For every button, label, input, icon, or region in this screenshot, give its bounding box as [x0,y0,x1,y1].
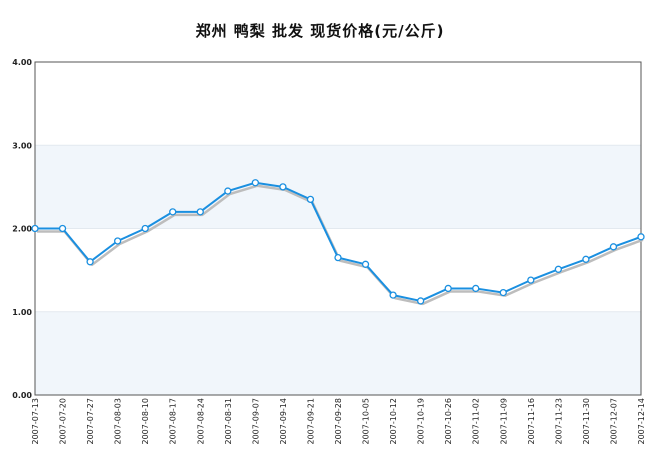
x-tick-label: 2007-09-21 [306,398,315,445]
y-tick-label: 0.00 [12,391,32,400]
data-point [499,288,507,297]
y-axis-ticks: 0.00 1.00 2.00 3.00 4.00 [12,58,32,400]
x-tick-label: 2007-08-03 [114,398,123,445]
x-tick-label: 2007-07-20 [59,398,68,445]
data-point [169,208,177,216]
x-tick-label: 2007-08-17 [169,398,178,445]
x-tick-label: 2007-11-23 [554,398,563,445]
plot-band [35,228,641,312]
x-tick-label: 2007-12-07 [609,398,618,445]
x-tick-label: 2007-08-24 [196,398,205,445]
x-tick-label: 2007-11-09 [499,398,508,445]
data-point [389,291,397,299]
data-point [196,208,204,216]
data-point [279,183,287,191]
data-point [141,224,149,233]
x-tick-label: 2007-08-10 [141,398,150,445]
data-point [113,237,122,245]
x-tick-label: 2007-10-05 [362,398,371,445]
chart-title: 郑州 鸭梨 批发 现货价格(元/公斤) [195,22,445,40]
data-point [334,253,342,262]
x-tick-label: 2007-12-14 [637,398,646,445]
x-tick-label: 2007-09-28 [334,398,343,445]
y-tick-label: 1.00 [12,308,32,317]
x-tick-label: 2007-07-13 [31,398,40,445]
plot-background-bands [35,62,641,395]
x-tick-label: 2007-10-26 [444,398,453,445]
data-point [444,284,452,293]
y-tick-label: 2.00 [12,225,32,234]
data-point [224,187,232,195]
series-markers [31,179,645,305]
data-point [554,265,563,273]
data-point [637,233,645,241]
y-tick-label: 4.00 [12,58,32,67]
plot-band [35,145,641,229]
data-point [251,179,260,187]
x-tick-label: 2007-09-07 [251,398,260,445]
x-tick-label: 2007-07-27 [86,398,95,445]
x-tick-label: 2007-11-16 [527,398,536,445]
plot-band [35,311,641,395]
y-tick-label: 3.00 [12,141,32,150]
data-point [582,255,590,263]
x-tick-label: 2007-08-31 [224,398,233,445]
data-point [361,260,370,268]
data-point [527,276,535,284]
data-point [472,284,480,293]
x-tick-label: 2007-11-02 [472,398,481,445]
data-point [416,297,425,305]
x-tick-label: 2007-09-14 [279,398,288,445]
data-point [306,195,315,204]
x-tick-label: 2007-10-19 [417,398,426,445]
x-tick-label: 2007-10-12 [389,398,398,445]
x-axis-ticks: 2007-07-13 2007-07-20 2007-07-27 2007-08-03… [31,398,646,445]
data-point [58,224,67,233]
data-point [31,224,39,233]
plot-band [35,62,641,146]
x-tick-label: 2007-11-30 [582,398,591,445]
data-point [86,258,94,266]
data-point [609,243,618,251]
